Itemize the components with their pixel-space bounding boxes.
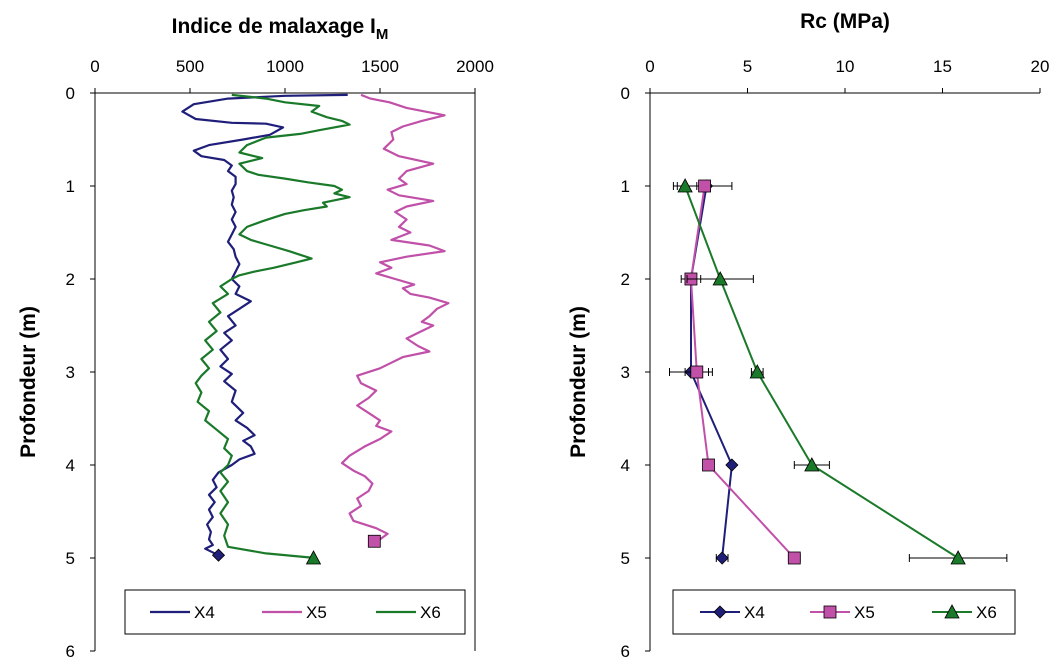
y-tick-label: 2 [621, 270, 630, 289]
series-line-X6 [194, 93, 351, 560]
legend-label-X4: X4 [744, 603, 765, 622]
data-point-X5 [367, 534, 381, 548]
legend-label-X5: X5 [306, 603, 327, 622]
data-point-X6 [677, 178, 693, 193]
y-tick-label: 3 [621, 363, 630, 382]
x-tick-label: 0 [645, 57, 654, 76]
x-tick-label: 20 [1031, 57, 1050, 76]
data-point-X6 [950, 550, 966, 565]
series-X5 [340, 93, 450, 548]
chart-title: Indice de malaxage IM [172, 15, 389, 43]
y-tick-label: 0 [66, 84, 75, 103]
series-X6 [672, 178, 1008, 565]
legend-label-X6: X6 [420, 603, 441, 622]
data-point-X5 [702, 458, 715, 472]
y-axis-label: Profondeur (m) [567, 306, 590, 458]
data-point-X6 [712, 271, 728, 286]
y-tick-label: 1 [621, 177, 630, 196]
legend-label-X6: X6 [976, 603, 997, 622]
y-tick-label: 6 [66, 642, 75, 659]
y-tick-label: 5 [621, 549, 630, 568]
y-tick-label: 5 [66, 549, 75, 568]
y-axis-label: Profondeur (m) [17, 306, 40, 458]
legend: X4 X5 X6 [672, 589, 1016, 635]
y-tick-label: 6 [621, 642, 630, 659]
data-point-X6 [305, 550, 322, 565]
series-line-X4 [181, 93, 348, 556]
y-tick-label: 3 [66, 363, 75, 382]
x-tick-label: 15 [933, 57, 952, 76]
y-tick-label: 1 [66, 177, 75, 196]
x-tick-label: 1500 [361, 57, 399, 76]
legend-label-X5: X5 [854, 603, 875, 622]
chart-title: Rc (MPa) [800, 10, 890, 33]
legend-marker-X4 [713, 605, 727, 619]
x-tick-label: 500 [176, 57, 204, 76]
data-point-X5 [787, 551, 801, 565]
x-tick-label: 5 [743, 57, 752, 76]
chart-panel-1: 0 500 1000 1500 2000 0 1 2 3 4 5 6 Indice de malaxag… [17, 15, 494, 659]
data-point-X4 [715, 551, 729, 565]
y-tick-label: 2 [66, 270, 75, 289]
y-tick-label: 0 [621, 84, 630, 103]
series-X5 [676, 179, 801, 565]
series-X6 [194, 93, 351, 565]
x-tick-label: 2000 [456, 57, 494, 76]
data-point-X5 [698, 179, 711, 193]
x-tick-label: 0 [90, 57, 99, 76]
series-X4 [181, 93, 348, 562]
legend: X4 X5 X6 [124, 589, 466, 635]
data-point-X6 [749, 364, 765, 379]
series-line-X6 [684, 185, 959, 559]
x-tick-label: 10 [836, 57, 855, 76]
data-point-X6 [804, 457, 820, 472]
legend-label-X4: X4 [194, 603, 215, 622]
y-tick-label: 4 [621, 456, 630, 475]
data-point-X4 [211, 548, 226, 562]
legend-marker-X6 [944, 604, 960, 619]
y-tick-label: 4 [66, 456, 75, 475]
data-point-X5 [690, 365, 704, 379]
legend-marker-X5 [823, 605, 837, 619]
data-point-X4 [725, 458, 739, 472]
x-tick-label: 1000 [266, 57, 304, 76]
chart-title-subscript: M [376, 26, 389, 43]
series-line-X5 [340, 93, 450, 541]
